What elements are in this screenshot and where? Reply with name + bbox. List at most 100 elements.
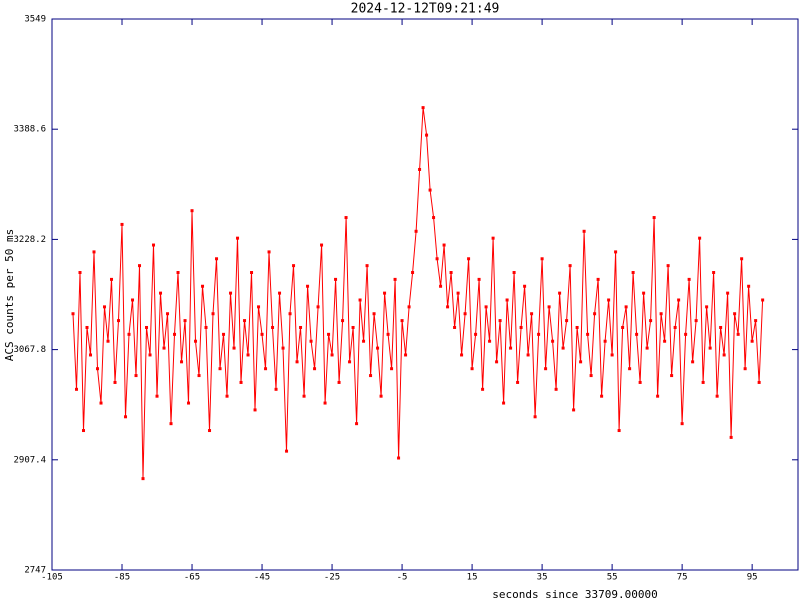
chart-title: 2024-12-12T09:21:49 [351, 2, 500, 17]
data-point [761, 298, 765, 302]
x-tick-label: 15 [467, 573, 478, 583]
data-point [197, 374, 201, 378]
data-point [85, 325, 89, 329]
data-point [194, 339, 198, 343]
data-point [134, 374, 138, 378]
data-point [201, 284, 205, 288]
data-point [218, 367, 222, 371]
data-point [351, 325, 355, 329]
data-point [652, 216, 656, 220]
data-point [701, 380, 705, 384]
data-point [684, 332, 688, 336]
data-point [414, 229, 418, 233]
data-point [600, 394, 604, 398]
data-point [579, 360, 583, 364]
plot-frame [51, 18, 799, 571]
data-point [103, 305, 107, 309]
data-point [75, 387, 79, 391]
data-point [397, 456, 401, 460]
data-point [670, 374, 674, 378]
data-point [330, 353, 334, 357]
data-point [232, 346, 236, 350]
data-point [260, 332, 264, 336]
data-point [610, 353, 614, 357]
data-point [376, 346, 380, 350]
data-point [533, 415, 537, 419]
data-point [495, 360, 499, 364]
data-point [442, 243, 446, 247]
data-point [677, 298, 681, 302]
x-tick-label: 55 [607, 573, 618, 583]
data-point [698, 236, 702, 240]
data-point [708, 346, 712, 350]
data-point [159, 291, 163, 295]
data-point [400, 319, 404, 323]
data-point [484, 305, 488, 309]
data-point [264, 367, 268, 371]
data-point [460, 353, 464, 357]
data-point [418, 167, 422, 171]
data-point [372, 312, 376, 316]
data-point [411, 271, 415, 275]
data-point [162, 346, 166, 350]
data-point [516, 380, 520, 384]
data-point [152, 243, 156, 247]
data-point [138, 264, 142, 268]
data-point [306, 284, 310, 288]
data-point [743, 367, 747, 371]
data-point [526, 353, 530, 357]
data-point [243, 319, 247, 323]
data-point [453, 325, 457, 329]
data-point [582, 229, 586, 233]
data-point [621, 325, 625, 329]
data-point [722, 353, 726, 357]
data-point [530, 312, 534, 316]
data-point [519, 325, 523, 329]
data-point [638, 380, 642, 384]
data-point [215, 257, 219, 261]
data-point [358, 298, 362, 302]
data-point [281, 346, 285, 350]
data-point [295, 360, 299, 364]
data-point [386, 332, 390, 336]
data-point [208, 429, 212, 433]
data-point [624, 305, 628, 309]
data-point [285, 449, 289, 453]
data-point [586, 332, 590, 336]
data-point [435, 257, 439, 261]
data-point [141, 477, 145, 481]
data-point [117, 319, 121, 323]
data-point [663, 339, 667, 343]
x-tick-label: 35 [537, 573, 548, 583]
y-tick-label: 2747 [24, 566, 46, 576]
data-point [176, 271, 180, 275]
data-point [257, 305, 261, 309]
data-point [267, 250, 271, 254]
data-point [589, 374, 593, 378]
data-point [544, 367, 548, 371]
data-point [320, 243, 324, 247]
data-point [180, 360, 184, 364]
y-axis-label: ACS counts per 50 ms [3, 229, 16, 361]
data-point [428, 188, 432, 192]
data-point [715, 394, 719, 398]
data-point [512, 271, 516, 275]
data-point [229, 291, 233, 295]
data-point [299, 325, 303, 329]
data-point [239, 380, 243, 384]
data-point [603, 339, 607, 343]
data-point [379, 394, 383, 398]
y-tick-label: 2907.4 [13, 455, 46, 465]
data-point [246, 353, 250, 357]
data-point [547, 305, 551, 309]
data-point [565, 319, 569, 323]
y-tick-label: 3067.8 [13, 345, 46, 355]
data-point [92, 250, 96, 254]
data-point [712, 271, 716, 275]
data-point [183, 319, 187, 323]
data-point [155, 394, 159, 398]
data-point [355, 422, 359, 426]
data-line [72, 107, 764, 479]
data-point [705, 305, 709, 309]
data-point [113, 380, 117, 384]
